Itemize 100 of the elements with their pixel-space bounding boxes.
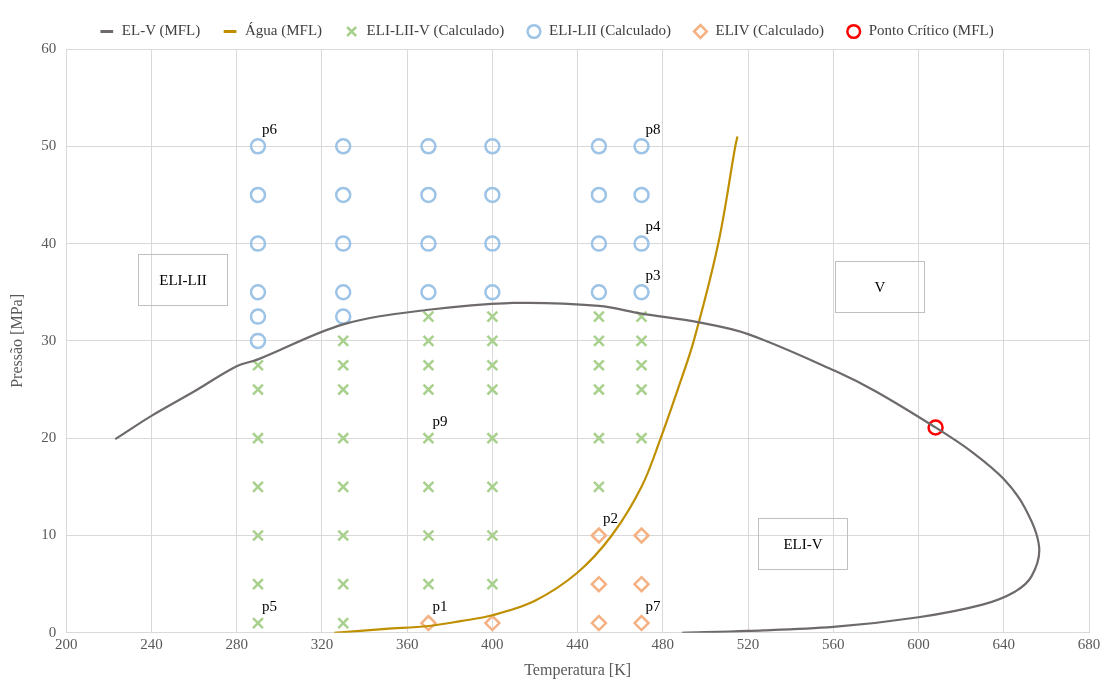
point: [633, 284, 650, 301]
point: [251, 432, 265, 445]
point: [592, 334, 606, 348]
point: [484, 614, 501, 632]
point: [486, 577, 499, 591]
point: [592, 383, 606, 396]
legend-label: ELI-LII (Calculado): [548, 22, 671, 40]
point: [249, 332, 267, 350]
point: [251, 616, 265, 630]
x-tick-label: 400: [481, 635, 504, 652]
text-frame: V: [835, 261, 925, 313]
point: [635, 359, 648, 372]
y-tick-label: 50: [41, 137, 57, 154]
point: [635, 432, 648, 445]
x-tick-label: 680: [1077, 635, 1101, 652]
point: [592, 359, 606, 372]
point: [486, 310, 499, 323]
annotation: p3: [645, 266, 661, 283]
point: [337, 480, 350, 494]
x-tick-label: 440: [566, 635, 589, 652]
point: [592, 480, 606, 494]
text-frame: ELI-LII: [138, 254, 228, 306]
point: [420, 235, 437, 252]
text-frame: ELI-V: [758, 518, 848, 570]
annotation: p2: [602, 509, 618, 526]
point: [251, 577, 265, 591]
point: [486, 383, 499, 396]
point: [633, 527, 650, 544]
point: [422, 383, 435, 396]
point: [420, 186, 437, 204]
legend-label: EL-V (MFL): [121, 22, 201, 40]
y-tick-label: 20: [41, 429, 57, 446]
point: [486, 432, 499, 445]
point: [633, 186, 650, 204]
point: [422, 480, 435, 494]
point: [486, 480, 499, 494]
point: [422, 432, 435, 445]
point: [422, 577, 435, 591]
point: [420, 138, 437, 155]
point: [484, 284, 501, 301]
x-tick-label: 320: [310, 635, 334, 652]
x-tick-label: 200: [54, 635, 78, 652]
point: [590, 284, 608, 301]
point: [251, 359, 265, 372]
x-tick-label: 560: [822, 635, 845, 652]
point: [334, 235, 352, 252]
point: [422, 310, 435, 323]
x-tick-label: 280: [225, 635, 248, 652]
point: [633, 614, 650, 632]
point: [590, 614, 608, 632]
point: [592, 432, 606, 445]
y-tick-label: 0: [48, 623, 57, 640]
point: [486, 334, 499, 348]
point: [249, 308, 267, 325]
y-tick-label: 40: [41, 234, 57, 251]
point: [337, 577, 350, 591]
point: [337, 529, 350, 542]
point: [249, 186, 267, 204]
point: [337, 383, 350, 396]
legend-label: Água (MFL): [245, 22, 323, 40]
point: [334, 186, 352, 204]
point: [633, 235, 650, 252]
point: [420, 284, 437, 301]
point: [590, 138, 608, 155]
point: [486, 529, 499, 542]
point: [249, 284, 267, 301]
point: [592, 310, 606, 323]
line-series: [114, 301, 1041, 633]
point: [590, 527, 608, 544]
point: [251, 529, 265, 542]
legend-label: Ponto Crítico (MFL): [868, 22, 994, 40]
annotation: p1: [432, 597, 448, 614]
point: [251, 480, 265, 494]
point: [590, 575, 608, 593]
point: [633, 138, 650, 155]
annotation: p4: [645, 218, 662, 235]
point: [337, 432, 350, 445]
x-tick-label: 360: [395, 635, 419, 652]
x-axis-title: Temperatura [K]: [524, 660, 632, 679]
x-tick-label: 480: [651, 635, 675, 652]
x-tick-label: 520: [736, 635, 760, 652]
point: [484, 235, 501, 252]
point: [337, 616, 350, 630]
point: [633, 575, 650, 593]
x-tick-label: 240: [140, 635, 163, 652]
point: [334, 284, 352, 301]
point: [249, 235, 267, 252]
legend-label: ELI-LII-V (Calculado): [366, 22, 505, 40]
point: [422, 529, 435, 542]
point: [590, 235, 608, 252]
x-tick-label: 600: [907, 635, 930, 652]
point: [484, 186, 501, 204]
point: [251, 383, 265, 396]
point: [486, 359, 499, 372]
point: [337, 359, 350, 372]
legend-label: ELIV (Calculado): [715, 22, 824, 40]
point: [422, 359, 435, 372]
point: [249, 138, 267, 155]
point: [334, 138, 352, 155]
point: [635, 334, 648, 348]
